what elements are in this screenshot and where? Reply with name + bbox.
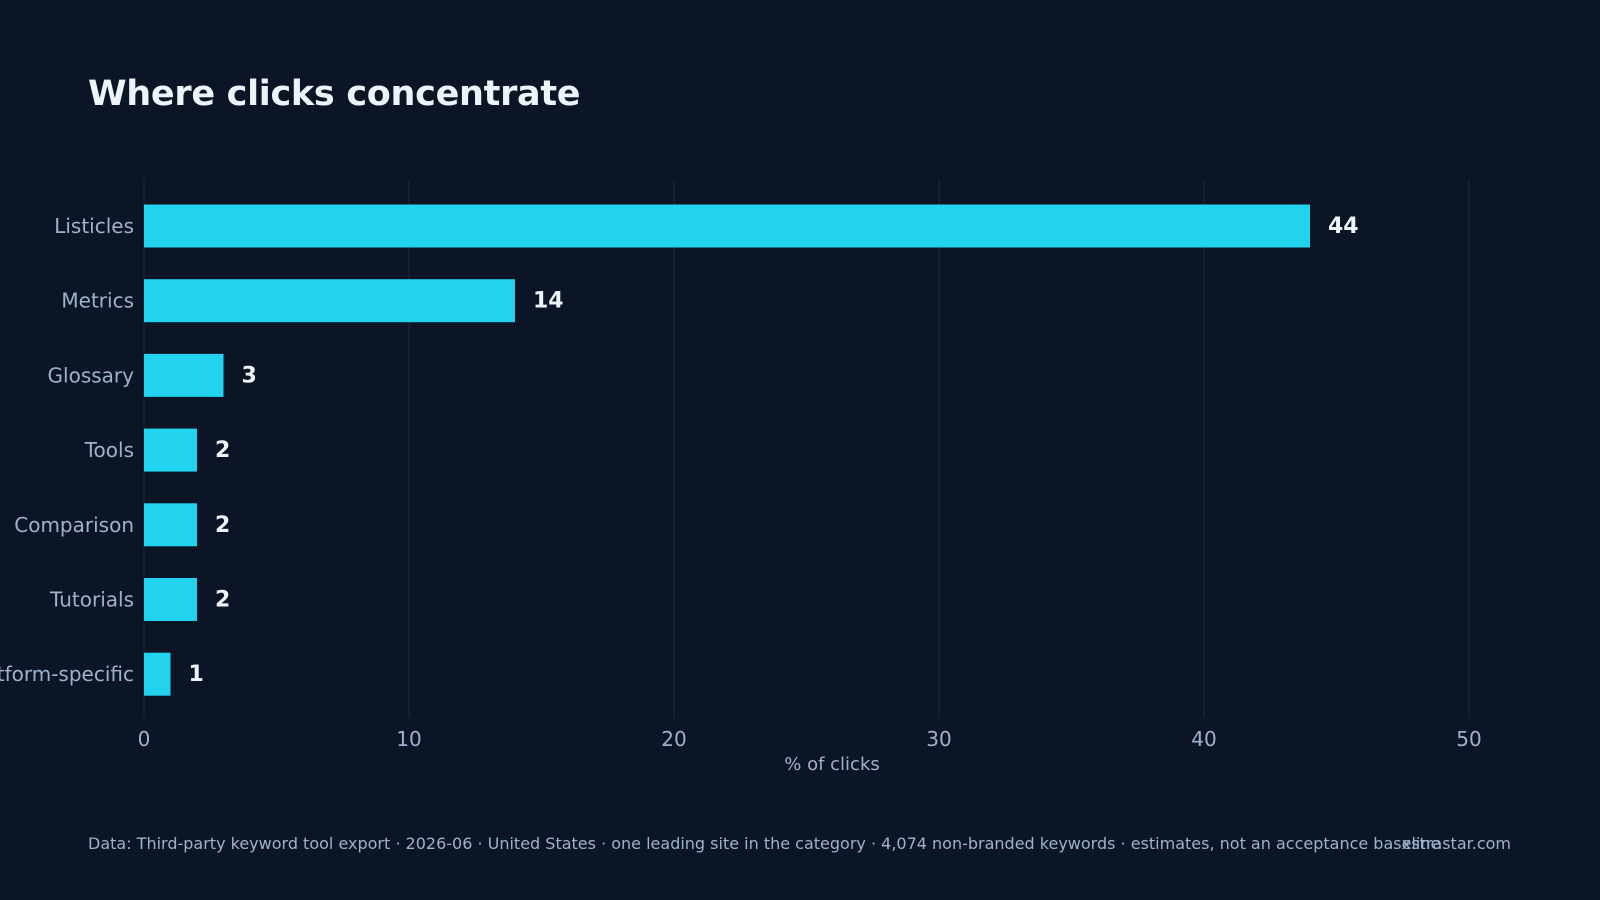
x-axis-ticks: 0 10 20 30 40 50 [138,727,1482,751]
data-source-note: Data: Third-party keyword tool export · … [88,834,1441,853]
value-label-glossary: 3 [242,363,257,388]
category-label-tutorials: Tutorials [49,588,134,612]
x-tick-label-30: 30 [926,727,951,751]
value-label-tutorials: 2 [215,588,230,613]
bar-chart: Listicles Metrics Glossary Tools Comparison T… [0,180,1482,775]
bar-tools [144,428,197,472]
category-label-glossary: Glossary [48,363,135,387]
bar-platform-specific [144,652,171,696]
value-label-comparison: 2 [215,513,230,538]
x-tick-label-40: 40 [1191,727,1216,751]
value-label-listicles: 44 [1328,214,1359,239]
gridlines [143,180,1470,718]
value-label-platform-specific: 1 [189,662,204,687]
x-tick-label-10: 10 [396,727,421,751]
bar-glossary [144,353,224,397]
bar-listicles [144,204,1310,248]
bars [144,204,1310,696]
category-label-comparison: Comparison [14,513,134,537]
x-axis-label: % of clicks [784,754,880,775]
value-labels: 44 14 3 2 2 2 1 [189,214,1359,687]
bar-comparison [144,503,197,547]
category-label-listicles: Listicles [54,214,134,238]
bar-metrics [144,279,515,323]
brand-credit: xstrastar.com [1401,834,1511,853]
bar-tutorials [144,578,197,621]
x-tick-label-0: 0 [138,727,151,751]
value-label-tools: 2 [215,438,230,463]
chart-title: Where clicks concentrate [88,74,581,114]
value-label-metrics: 14 [533,289,564,314]
category-label-platform-specific: Platform-specific [0,662,134,686]
x-tick-label-50: 50 [1456,727,1481,751]
category-labels: Listicles Metrics Glossary Tools Comparison T… [0,214,134,686]
category-label-metrics: Metrics [61,289,134,313]
x-tick-label-20: 20 [661,727,686,751]
category-label-tools: Tools [84,438,134,462]
